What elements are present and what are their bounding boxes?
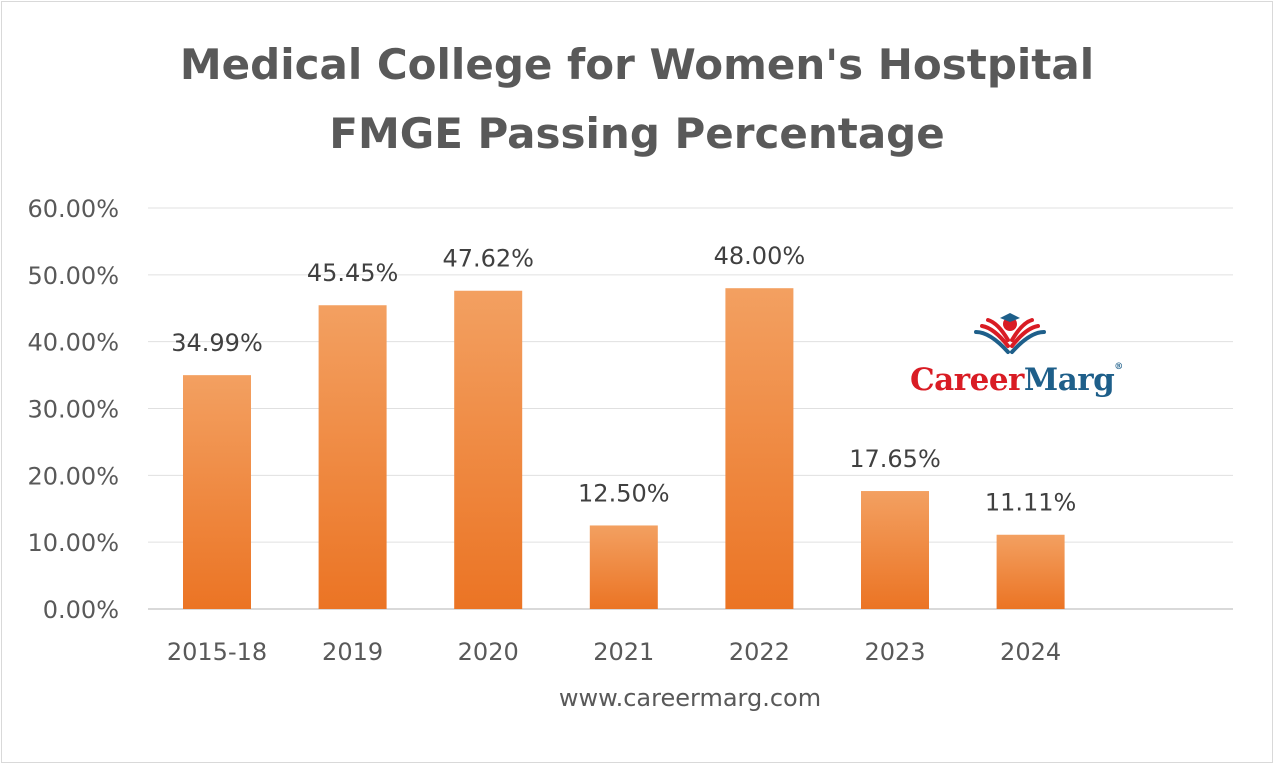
x-axis-category-labels: 2015-18 2019 2020 2021 2022 2023 2024	[167, 638, 1061, 666]
x-tick-label-2020: 2020	[458, 638, 519, 666]
x-axis-label: www.careermarg.com	[558, 684, 822, 712]
bars	[183, 288, 1065, 609]
bar-2019	[318, 305, 387, 609]
y-tick-label: 20.00%	[27, 462, 119, 490]
data-labels: 34.99% 45.45% 47.62% 12.50% 48.00% 17.65% 11.1…	[171, 242, 1076, 517]
logo-wordmark: CareerMarg®	[910, 362, 1123, 398]
y-tick-label: 50.00%	[27, 262, 119, 290]
x-tick-label-2022: 2022	[729, 638, 790, 666]
y-tick-label: 60.00%	[27, 195, 119, 223]
data-label-2019: 45.45%	[307, 259, 399, 287]
bar-2022	[725, 288, 794, 609]
data-label-2015-18: 34.99%	[171, 329, 263, 357]
chart-title-line-1: Medical College for Women's Hostpital	[179, 40, 1095, 89]
data-label-2024: 11.11%	[985, 489, 1077, 517]
y-tick-label: 0.00%	[43, 596, 119, 624]
y-tick-label: 40.00%	[27, 329, 119, 357]
bar-2023	[861, 491, 929, 609]
data-label-2023: 17.65%	[849, 445, 941, 473]
x-tick-label-2023: 2023	[864, 638, 925, 666]
bar-2015-18	[183, 375, 251, 609]
y-tick-label: 10.00%	[27, 529, 119, 557]
data-label-2022: 48.00%	[714, 242, 806, 270]
bar-2024	[996, 534, 1065, 609]
bar-2020	[454, 290, 523, 609]
careermarg-logo: CareerMarg®	[904, 312, 1123, 404]
chart-title-line-2: FMGE Passing Percentage	[329, 109, 945, 158]
y-axis-tick-labels: 0.00% 10.00% 20.00% 30.00% 40.00% 50.00% 60.00…	[27, 195, 119, 624]
y-tick-label: 30.00%	[27, 396, 119, 424]
open-book-icon	[974, 313, 1046, 354]
x-tick-label-2024: 2024	[1000, 638, 1061, 666]
data-label-2020: 47.62%	[442, 245, 534, 273]
x-tick-label-2021: 2021	[593, 638, 654, 666]
x-tick-label-2019: 2019	[322, 638, 383, 666]
data-label-2021: 12.50%	[578, 479, 670, 507]
x-tick-label-2015-18: 2015-18	[167, 638, 267, 666]
bar-2021	[589, 525, 658, 609]
